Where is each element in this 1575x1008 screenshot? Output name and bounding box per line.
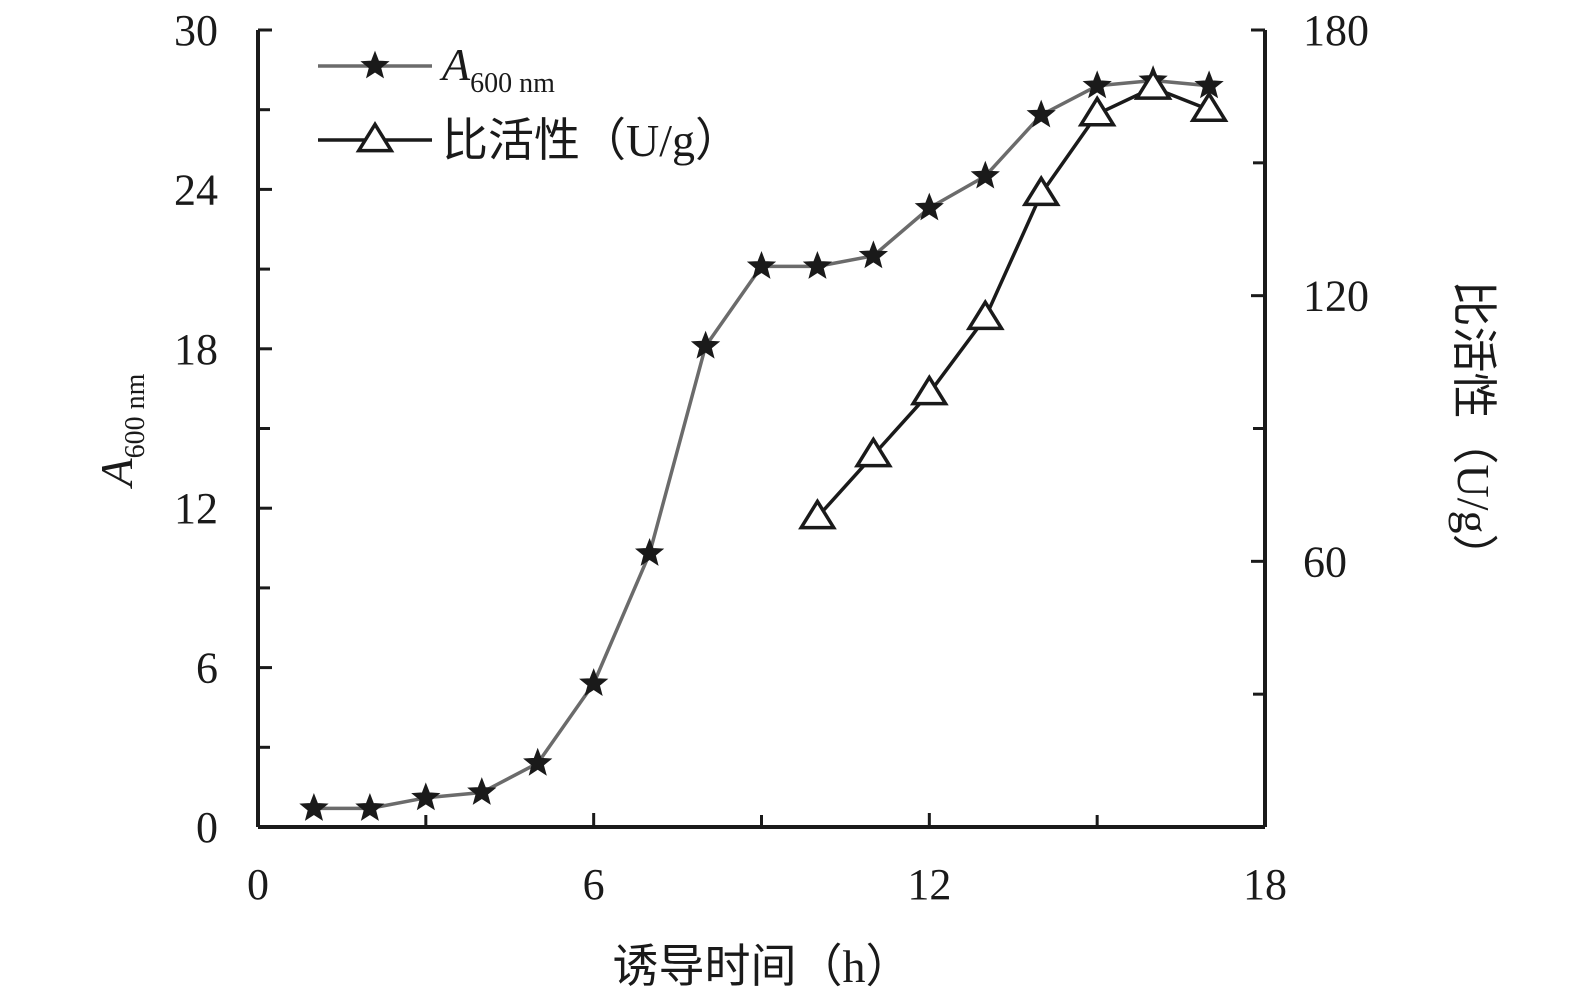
data-point-star	[634, 538, 665, 566]
y-left-tick-label: 30	[174, 6, 218, 55]
legend-label-a600: A600 nm	[439, 39, 555, 99]
data-point-star	[970, 160, 1000, 189]
y-left-tick-label: 0	[196, 803, 218, 852]
legend-label-a600-main: A	[439, 39, 471, 90]
legend-star-icon	[360, 50, 390, 79]
x-tick-label: 6	[583, 860, 605, 909]
data-point-triangle	[1021, 174, 1061, 207]
plot-area	[299, 65, 1229, 821]
data-point-triangle	[909, 374, 949, 406]
data-point-star	[858, 240, 889, 269]
series-line	[313, 78, 1210, 811]
data-point-star	[1026, 99, 1056, 128]
x-tick-label: 12	[907, 860, 951, 909]
data-point-star	[355, 793, 385, 821]
data-point-triangle	[965, 298, 1005, 331]
data-point-triangle	[1133, 68, 1173, 100]
x-tick-label: 0	[247, 860, 269, 909]
data-point-triangle	[854, 436, 893, 468]
series-specific-activity	[798, 68, 1229, 530]
series-a600	[299, 65, 1224, 821]
data-point-star	[411, 782, 441, 811]
data-point-triangle	[1189, 90, 1229, 123]
y-axis-right-title: 比活性（U/g）	[1448, 281, 1499, 580]
y-left-tick-label: 24	[174, 165, 218, 214]
y-right-tick-label: 120	[1303, 272, 1369, 321]
y-left-tick-label: 12	[174, 484, 218, 533]
y-axis-left-title: A600 nm	[91, 373, 151, 489]
legend-label-specific-activity: 比活性（U/g）	[442, 115, 741, 166]
legend: A600 nm 比活性（U/g）	[318, 39, 741, 166]
data-point-star	[914, 192, 944, 221]
y-axis-left-title-main: A	[91, 457, 142, 489]
legend-triangle-icon	[355, 121, 395, 153]
data-point-star	[802, 251, 833, 279]
x-tick-label: 18	[1243, 860, 1287, 909]
data-point-triangle	[798, 498, 837, 530]
data-point-star	[690, 330, 721, 359]
data-point-star	[523, 747, 553, 776]
y-left-tick-label: 6	[196, 644, 218, 693]
legend-triangle-shape	[355, 121, 395, 153]
data-point-star	[1082, 70, 1112, 99]
legend-star-shape	[360, 50, 390, 79]
data-point-star	[746, 250, 777, 279]
x-axis-title: 诱导时间（h）	[613, 941, 912, 992]
y-right-tick-label: 60	[1303, 537, 1347, 586]
data-point-star	[299, 793, 329, 821]
data-point-triangle	[1077, 95, 1117, 127]
y-right-tick-label: 180	[1303, 6, 1369, 55]
data-point-star	[467, 777, 497, 805]
legend-label-a600-sub: 600 nm	[470, 68, 555, 99]
data-point-star	[579, 668, 609, 697]
y-axis-left-title-sub: 600 nm	[120, 373, 151, 458]
y-left-tick-label: 18	[174, 325, 218, 374]
